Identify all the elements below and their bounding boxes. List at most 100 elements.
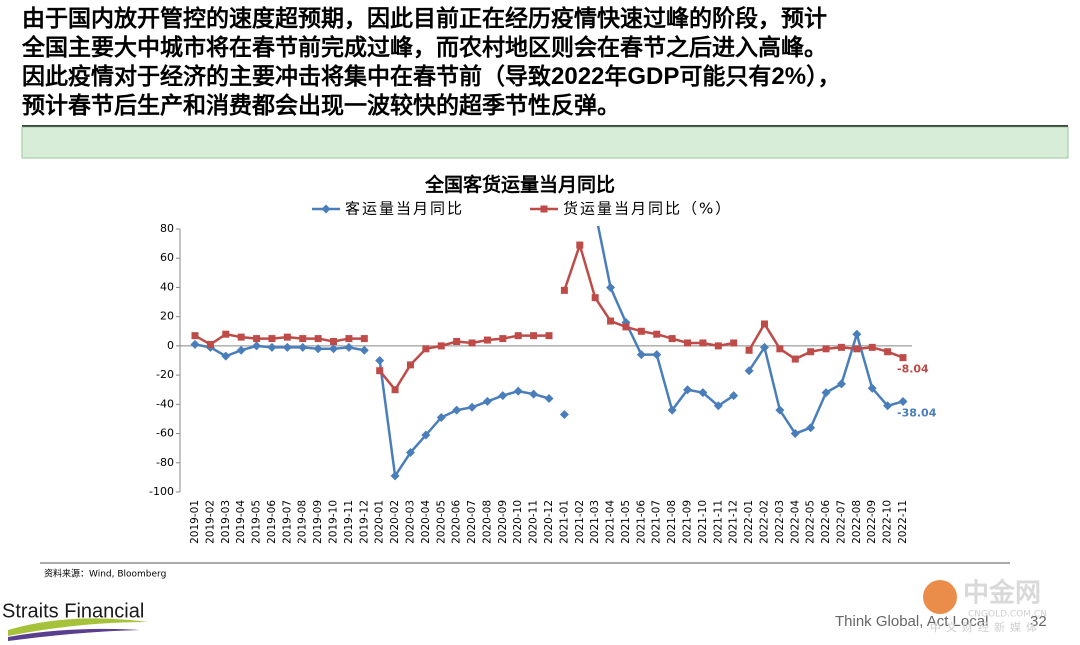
marker <box>729 391 739 401</box>
marker <box>807 348 815 356</box>
marker <box>652 350 662 360</box>
marker <box>545 332 553 340</box>
marker <box>790 429 800 439</box>
marker <box>330 338 338 346</box>
marker <box>622 323 630 331</box>
text-run: GDP <box>627 63 680 90</box>
marker <box>821 388 831 398</box>
x-tick-label: 2019-07 <box>281 500 293 544</box>
x-tick-label: 2019-01 <box>189 500 201 544</box>
data-label: -38.04 <box>897 406 937 419</box>
x-tick-label: 2020-06 <box>451 500 463 544</box>
text-run: 可能只有 <box>679 63 772 90</box>
banner <box>21 126 1069 159</box>
marker <box>514 332 522 340</box>
y-tick-label: 20 <box>160 310 174 323</box>
marker <box>191 332 199 340</box>
marker <box>637 327 645 335</box>
x-tick-label: 2020-07 <box>466 500 478 544</box>
marker <box>499 335 507 343</box>
series-line <box>378 360 550 480</box>
x-tick-label: 2021-09 <box>682 500 694 544</box>
x-tick-label: 2021-08 <box>666 500 678 544</box>
x-tick-label: 2022-10 <box>882 500 894 544</box>
marker <box>190 339 200 349</box>
marker <box>544 393 554 403</box>
x-tick-label: 2022-03 <box>774 500 786 544</box>
marker <box>376 367 384 375</box>
marker <box>298 342 308 352</box>
x-tick-label: 2021-02 <box>574 500 586 544</box>
marker <box>282 342 292 352</box>
marker <box>699 339 707 347</box>
x-tick-label: 2019-08 <box>297 500 309 544</box>
x-tick-label: 2019-06 <box>266 500 278 544</box>
marker <box>698 388 708 398</box>
marker <box>868 343 876 351</box>
marker <box>345 335 353 343</box>
marker <box>314 335 322 343</box>
x-tick-label: 2021-05 <box>620 500 632 544</box>
logo-swoosh <box>8 618 148 636</box>
marker <box>560 286 568 294</box>
text-run: 全国主要大中城市将在春节前完成过峰，而农村地区则会在春节之后进入高峰。 <box>22 34 827 61</box>
marker <box>313 344 323 354</box>
marker <box>853 345 861 353</box>
marker <box>437 342 445 350</box>
y-tick-label: -40 <box>156 397 174 410</box>
legend-marker <box>540 205 548 213</box>
text-run: 由于国内放开管控的速度超预期，因此目前正在经历疫情快速过峰的阶段，预计 <box>22 5 827 32</box>
y-tick-label: 80 <box>160 222 174 235</box>
marker <box>483 336 491 344</box>
marker <box>576 241 584 249</box>
x-tick-label: 2020-08 <box>481 500 493 544</box>
y-tick-label: -60 <box>156 427 174 440</box>
x-tick-label: 2019-03 <box>220 500 232 544</box>
x-tick-label: 2020-09 <box>497 500 509 544</box>
marker <box>607 317 615 325</box>
x-tick-label: 2022-08 <box>851 500 863 544</box>
marker <box>668 335 676 343</box>
marker <box>636 350 646 360</box>
series-line <box>378 334 549 392</box>
paragraph-line: 由于国内放开管控的速度超预期，因此目前正在经历疫情快速过峰的阶段，预计 <box>22 4 1072 33</box>
marker <box>776 345 784 353</box>
data-label: -8.04 <box>897 363 929 376</box>
x-tick-label: 2022-02 <box>758 500 770 544</box>
marker <box>498 391 508 401</box>
x-tick-label: 2020-12 <box>543 500 555 544</box>
chart-title: 全国客货运量当月同比 <box>424 173 615 196</box>
marker <box>559 410 569 420</box>
x-tick-label: 2019-10 <box>328 500 340 544</box>
x-tick-label: 2019-02 <box>204 500 216 544</box>
paragraph: 由于国内放开管控的速度超预期，因此目前正在经历疫情快速过峰的阶段，预计 全国主要大… <box>22 4 1072 120</box>
paragraph-line: 全国主要大中城市将在春节前完成过峰，而农村地区则会在春节之后进入高峰。 <box>22 33 1072 62</box>
marker <box>422 345 430 353</box>
x-tick-label: 2020-03 <box>404 500 416 544</box>
text-run: ）， <box>806 63 841 90</box>
marker <box>253 335 261 343</box>
paragraph-line: 因此疫情对于经济的主要冲击将集中在春节前（导致2022年GDP可能只有2%）， <box>22 62 1072 91</box>
marker <box>667 405 677 415</box>
x-tick-label: 2022-01 <box>743 500 755 544</box>
x-tick-label: 2019-04 <box>235 500 247 544</box>
marker <box>468 339 476 347</box>
marker <box>406 361 414 369</box>
marker <box>883 401 893 411</box>
marker <box>730 339 738 347</box>
legend-marker <box>321 204 331 214</box>
marker <box>852 329 862 339</box>
x-tick-label: 2020-10 <box>512 500 524 544</box>
marker <box>221 351 231 361</box>
logo: Straits Financial <box>2 600 144 622</box>
marker <box>867 383 877 393</box>
marker <box>329 344 339 354</box>
x-tick-label: 2022-05 <box>805 500 817 544</box>
text-run: 预计春节后生产和消费都会出现一波较快的超季节性反弹。 <box>22 92 620 119</box>
x-tick-label: 2022-11 <box>897 500 909 544</box>
x-tick-label: 2021-11 <box>712 500 724 544</box>
x-tick-label: 2020-01 <box>374 500 386 544</box>
marker <box>791 355 799 363</box>
marker <box>713 401 723 411</box>
